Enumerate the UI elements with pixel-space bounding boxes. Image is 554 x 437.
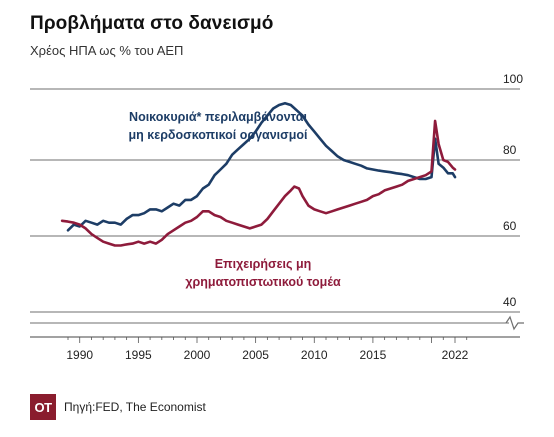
- corporate-debt-line: [60, 119, 457, 247]
- brand-logo: OT: [30, 394, 56, 420]
- source-note: Πηγή:FED, The Economist: [64, 400, 206, 414]
- households-label-line-1: Νοικοκυριά* περιλαμβάνονται: [129, 110, 307, 124]
- corporate-label-line-2: χρηματοπιστωτικού τομέα: [185, 275, 341, 289]
- x-tick-label-1995: 1995: [125, 348, 152, 362]
- x-tick-label-2005: 2005: [242, 348, 269, 362]
- corporate-label-line-1: Επιχειρήσεις μη: [215, 257, 312, 271]
- chart-subtitle: Χρέος ΗΠΑ ως % του ΑΕΠ: [30, 43, 184, 58]
- chart-canvas: 40 60 80 100 1990 1995 2000 2005 2010 2015 2022 Νοι…: [30, 72, 524, 362]
- households-debt-line: [66, 101, 457, 232]
- households-label-line-2: μη κερδοσκοπικοί οργανισμοί: [129, 128, 308, 142]
- x-tick-label-1990: 1990: [66, 348, 93, 362]
- x-tick-label-2015: 2015: [360, 348, 387, 362]
- y-tick-label-100: 100: [503, 72, 523, 86]
- x-tick-label-2022: 2022: [442, 348, 469, 362]
- y-tick-label-80: 80: [503, 143, 517, 157]
- page-title: Προβλήματα στο δανεισμό: [30, 13, 274, 34]
- x-tick-label-2000: 2000: [184, 348, 211, 362]
- x-tick-label-2010: 2010: [301, 348, 328, 362]
- y-tick-label-40: 40: [503, 295, 517, 309]
- y-tick-label-60: 60: [503, 219, 517, 233]
- axis-break-icon: [505, 315, 524, 331]
